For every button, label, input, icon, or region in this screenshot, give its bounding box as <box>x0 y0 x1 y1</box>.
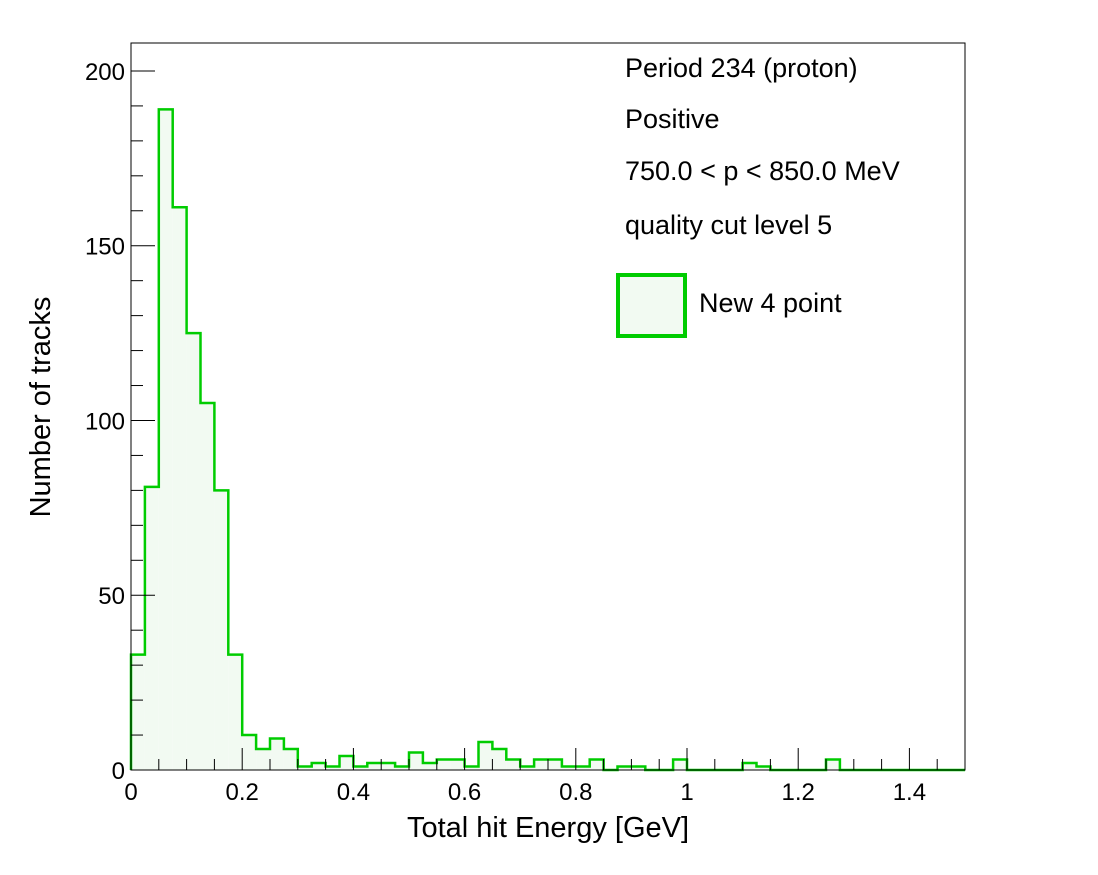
histogram-bin <box>631 766 646 770</box>
histogram-bin <box>826 759 840 770</box>
annotation-momentum-range: 750.0 < p < 850.0 MeV <box>625 156 900 186</box>
plot-frame <box>130 42 966 771</box>
histogram-bin <box>144 486 159 770</box>
x-tick-label: 0.8 <box>559 779 592 806</box>
annotation-quality-cut: quality cut level 5 <box>625 210 832 240</box>
histogram-bin <box>575 766 590 770</box>
y-axis-label: Number of tracks <box>25 297 57 518</box>
histogram-bin <box>131 654 145 770</box>
histogram-bin <box>158 109 173 771</box>
x-tick-label: 1.2 <box>782 779 815 806</box>
y-tick-label: 150 <box>85 234 125 261</box>
histogram-layer <box>129 108 965 772</box>
histogram-bin <box>478 742 493 770</box>
histogram-bin <box>270 738 284 770</box>
histogram-outline <box>129 108 965 772</box>
x-tick-label: 0.6 <box>448 779 481 806</box>
histogram-bin <box>214 490 229 770</box>
histogram-bin <box>367 763 382 770</box>
legend-label-new-4-point: New 4 point <box>699 288 842 318</box>
histogram-bin <box>283 749 298 770</box>
histogram-bin <box>200 403 215 770</box>
histogram-bin <box>589 759 604 770</box>
x-tick-label: 0.4 <box>337 779 370 806</box>
histogram-bin <box>339 756 354 770</box>
histogram-bin <box>353 766 368 770</box>
x-axis-label: Total hit Energy [GeV] <box>407 812 689 844</box>
histogram-bin <box>422 763 437 770</box>
x-tick-label: 1 <box>680 779 693 806</box>
x-tick-label: 1.4 <box>893 779 926 806</box>
histogram-bin <box>172 207 187 770</box>
legend: New 4 point <box>616 273 842 338</box>
histogram-bin <box>450 759 465 770</box>
histogram-bin <box>534 759 548 770</box>
x-axis: 0 0.2 0.4 0.6 0.8 1 1.2 1.4 <box>124 748 966 806</box>
histogram-bin <box>228 654 243 770</box>
histogram-bin <box>520 766 535 770</box>
y-axis: 0 50 100 150 200 <box>85 59 155 785</box>
histogram-bin <box>742 763 757 770</box>
histogram-bin <box>464 766 479 770</box>
histogram-bin <box>381 763 396 770</box>
histogram-bin <box>506 759 521 770</box>
histogram-bin <box>395 766 409 770</box>
histogram-bin <box>297 766 312 770</box>
histogram-bin <box>673 759 687 770</box>
histogram-bin <box>186 333 201 770</box>
y-tick-label: 100 <box>85 408 125 435</box>
y-tick-label: 200 <box>85 59 125 86</box>
histogram-bin <box>756 766 771 770</box>
legend-swatch <box>616 273 687 338</box>
histogram-bin <box>242 735 257 770</box>
histogram-bin <box>548 759 562 770</box>
annotation-charge: Positive <box>625 104 720 134</box>
histogram-bin <box>617 766 632 770</box>
histogram-bin <box>409 752 423 770</box>
annotation-block: Period 234 (proton) Positive 750.0 < p <… <box>625 53 900 240</box>
x-tick-label: 0 <box>124 779 137 806</box>
histogram-bin <box>311 763 326 770</box>
y-tick-label: 0 <box>112 758 125 785</box>
y-tick-label: 50 <box>98 583 125 610</box>
histogram-bin <box>256 749 270 770</box>
x-tick-label: 0.2 <box>226 779 259 806</box>
annotation-period: Period 234 (proton) <box>625 53 858 83</box>
histogram-bin <box>492 749 507 770</box>
histogram-bin <box>325 766 340 770</box>
histogram-bin <box>561 766 576 770</box>
histogram-bin <box>436 759 451 770</box>
